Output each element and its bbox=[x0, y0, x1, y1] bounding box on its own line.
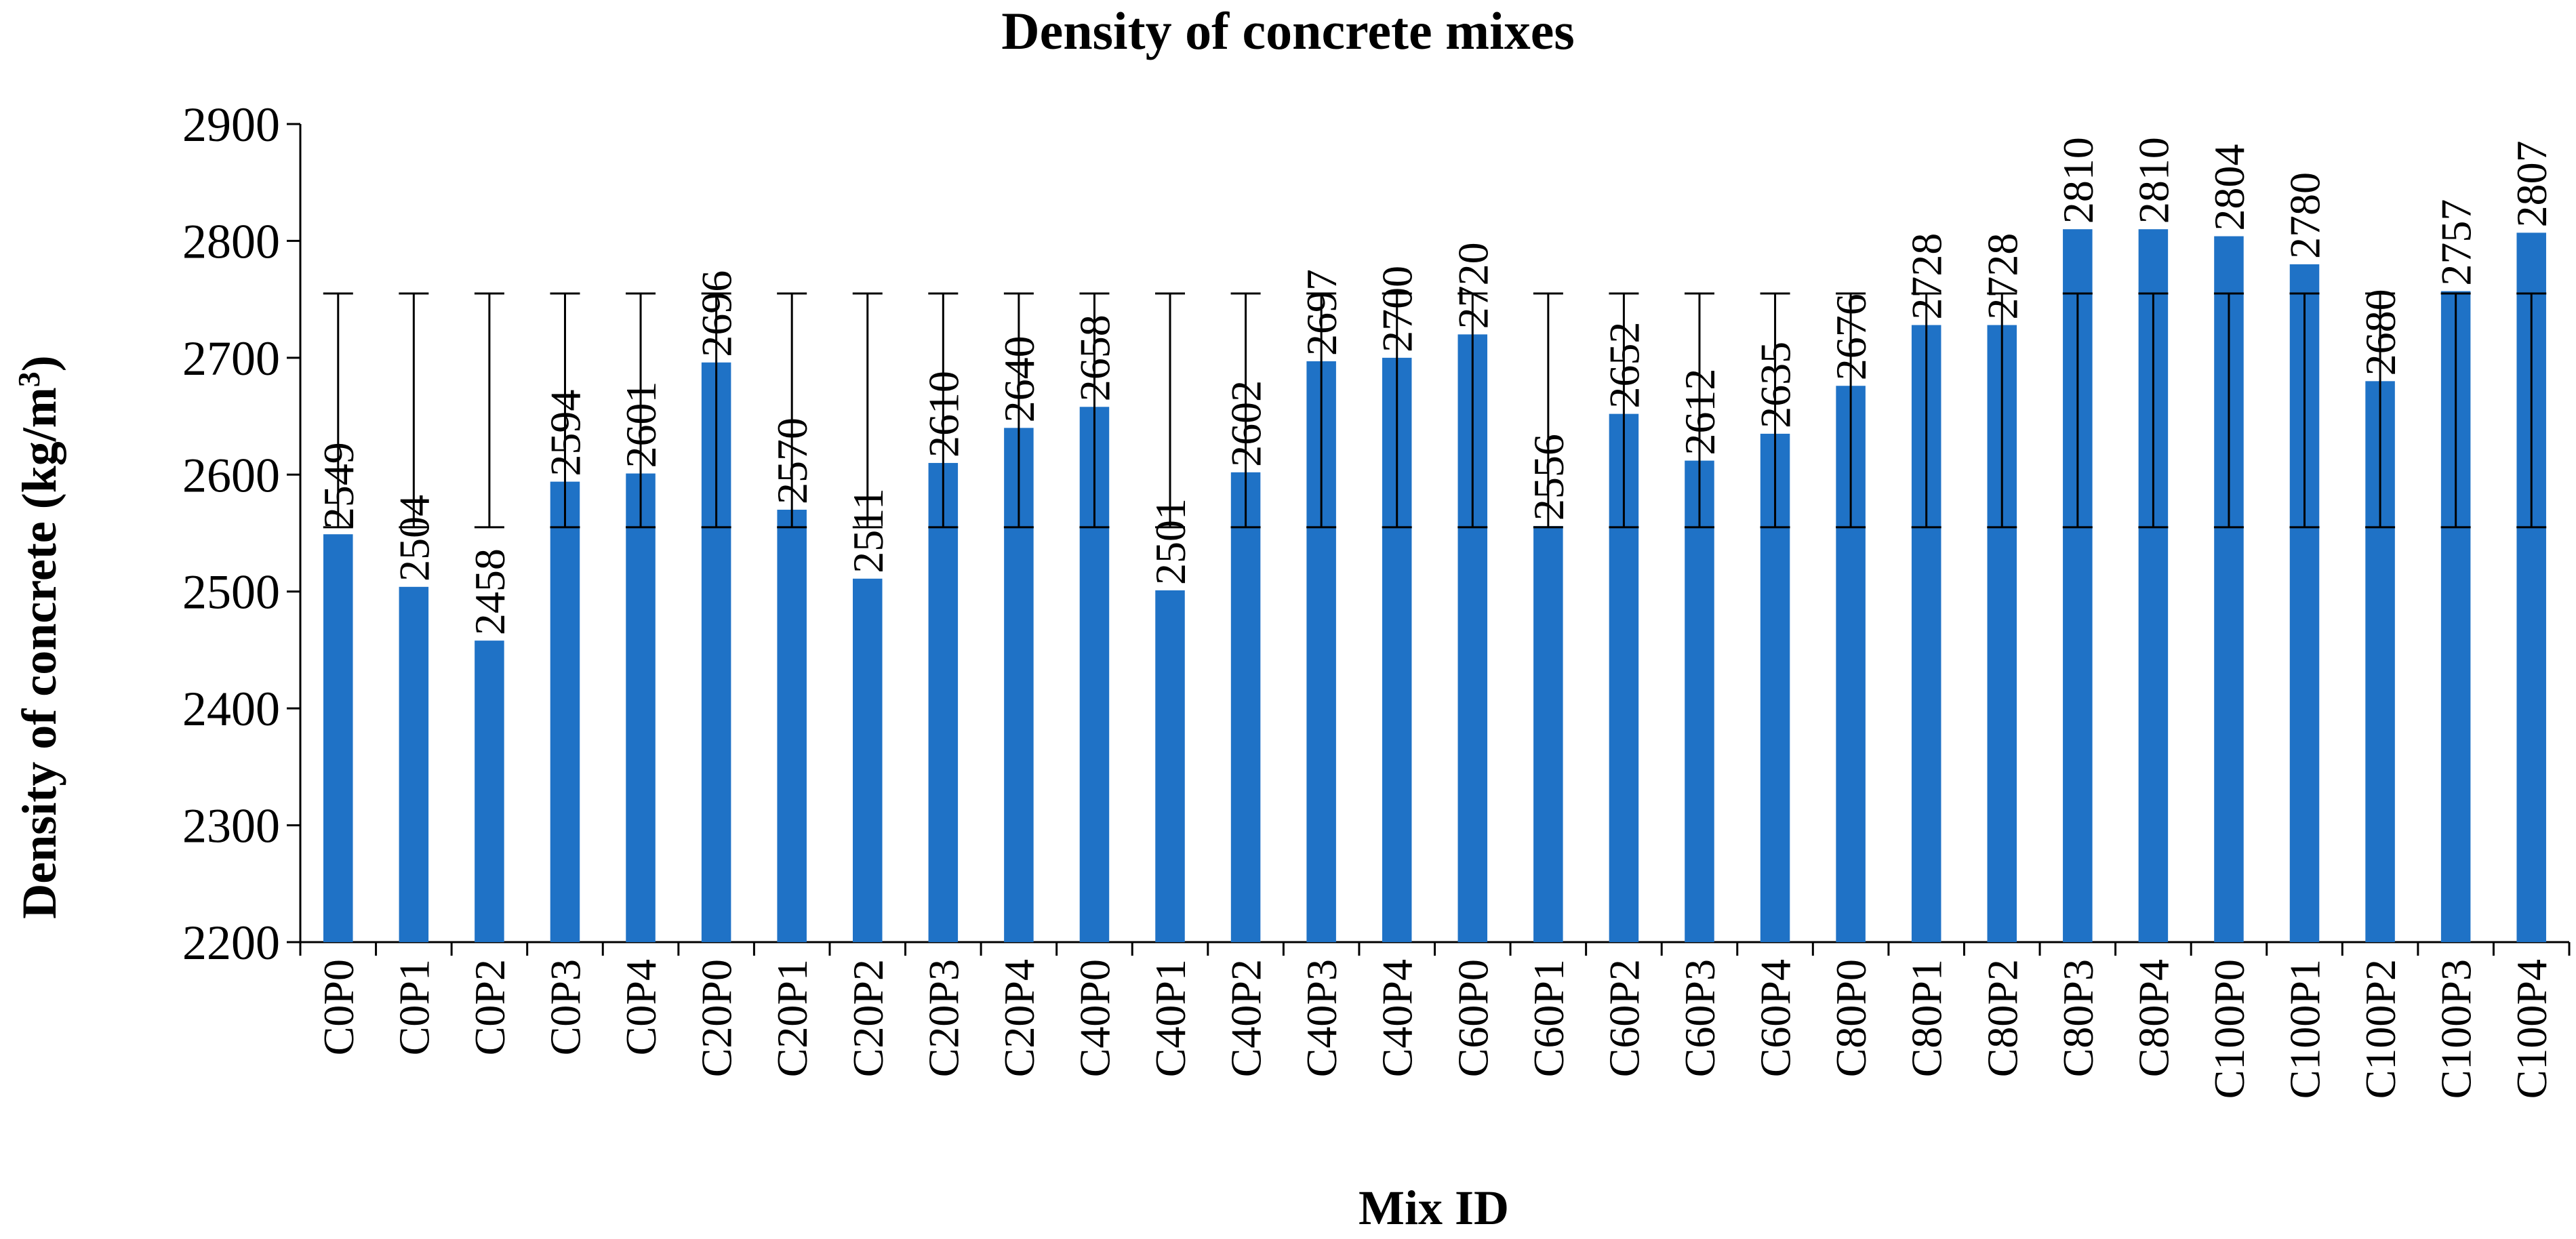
bar-c0p3 bbox=[550, 481, 580, 942]
y-axis-title-sup: 3 bbox=[12, 371, 46, 387]
bar-c0p4 bbox=[626, 473, 656, 942]
data-label: 2458 bbox=[466, 548, 514, 635]
bar-c60p3 bbox=[1685, 460, 1714, 942]
bar-c60p1 bbox=[1533, 526, 1563, 942]
y-tick-label: 2400 bbox=[182, 682, 280, 736]
category-label: C40P3 bbox=[1297, 959, 1346, 1077]
data-label: 2810 bbox=[2129, 137, 2177, 224]
data-label: 2504 bbox=[390, 495, 438, 582]
category-label: C100P1 bbox=[2281, 959, 2329, 1099]
data-label: 2612 bbox=[1676, 369, 1724, 455]
data-label: 2556 bbox=[1525, 434, 1573, 521]
x-axis-title: Mix ID bbox=[1359, 1181, 1509, 1235]
category-label: C100P0 bbox=[2205, 959, 2253, 1099]
chart-title: Density of concrete mixes bbox=[1001, 1, 1574, 60]
data-label: 2610 bbox=[919, 371, 967, 458]
data-label: 2804 bbox=[2205, 144, 2253, 231]
data-label: 2810 bbox=[2054, 137, 2102, 224]
category-label: C100P3 bbox=[2432, 959, 2480, 1099]
category-label: C60P1 bbox=[1525, 959, 1573, 1077]
category-label: C80P2 bbox=[1978, 959, 2026, 1077]
bar-c0p2 bbox=[475, 641, 504, 942]
category-label: C0P1 bbox=[390, 959, 438, 1055]
data-label: 2700 bbox=[1373, 266, 1422, 352]
category-label: C80P3 bbox=[2054, 959, 2102, 1077]
category-label: C0P2 bbox=[466, 959, 514, 1055]
category-label: C40P2 bbox=[1222, 959, 1270, 1077]
data-label: 2640 bbox=[995, 336, 1043, 422]
data-label: 2780 bbox=[2281, 172, 2329, 259]
category-label: C60P2 bbox=[1600, 959, 1648, 1077]
y-tick-label: 2900 bbox=[182, 98, 280, 152]
category-label: C20P1 bbox=[768, 959, 816, 1077]
data-label: 2652 bbox=[1600, 322, 1648, 409]
y-tick-label: 2600 bbox=[182, 448, 280, 502]
category-label: C60P3 bbox=[1676, 959, 1724, 1077]
bar-c20p3 bbox=[928, 463, 959, 942]
data-label: 2511 bbox=[844, 488, 892, 573]
category-label: C60P0 bbox=[1449, 959, 1497, 1077]
data-label: 2635 bbox=[1752, 342, 1800, 428]
bar-c40p1 bbox=[1155, 590, 1185, 942]
data-label: 2501 bbox=[1146, 498, 1194, 585]
data-label: 2697 bbox=[1297, 269, 1346, 356]
data-label: 2570 bbox=[768, 418, 816, 504]
y-tick-label: 2500 bbox=[182, 565, 280, 620]
data-label: 2728 bbox=[1978, 233, 2026, 320]
category-label: C40P4 bbox=[1373, 959, 1422, 1077]
category-label: C80P1 bbox=[1903, 959, 1951, 1077]
plot-area: 2200 2300 2400 2500 2600 2700 2800 2900 2549 C0P0… bbox=[182, 98, 2571, 1099]
category-label: C0P4 bbox=[617, 959, 665, 1055]
category-label: C20P2 bbox=[844, 959, 892, 1077]
category-label: C20P4 bbox=[995, 959, 1043, 1077]
data-label: 2720 bbox=[1449, 242, 1497, 329]
data-label: 2594 bbox=[541, 390, 589, 476]
category-label: C80P4 bbox=[2129, 959, 2177, 1077]
y-axis-title-main: Density of concrete (kg/m bbox=[12, 387, 66, 918]
data-label: 2601 bbox=[617, 382, 665, 468]
bar-c20p1 bbox=[777, 510, 807, 942]
category-label: C0P0 bbox=[315, 959, 363, 1055]
data-label: 2658 bbox=[1070, 314, 1119, 401]
bar-c0p0 bbox=[323, 534, 353, 942]
data-label: 2676 bbox=[1827, 293, 1875, 380]
data-label: 2757 bbox=[2432, 199, 2480, 286]
y-tick-label: 2700 bbox=[182, 331, 280, 386]
bar-c20p2 bbox=[852, 578, 883, 942]
y-axis-title-end: ) bbox=[12, 355, 66, 371]
category-label: C20P3 bbox=[919, 959, 967, 1077]
category-label: C80P0 bbox=[1827, 959, 1875, 1077]
data-label: 2807 bbox=[2508, 140, 2556, 227]
data-label: 2680 bbox=[2356, 289, 2404, 375]
category-label: C20P0 bbox=[693, 959, 741, 1077]
y-axis-title: Density of concrete (kg/m3) bbox=[12, 355, 66, 918]
data-label: 2549 bbox=[315, 442, 363, 529]
y-tick-label: 2800 bbox=[182, 214, 280, 268]
category-label: C40P0 bbox=[1070, 959, 1119, 1077]
y-tick-label: 2200 bbox=[182, 916, 280, 970]
category-label: C100P2 bbox=[2356, 959, 2404, 1099]
category-label: C40P1 bbox=[1146, 959, 1194, 1077]
data-label: 2696 bbox=[693, 270, 741, 357]
category-label: C0P3 bbox=[541, 959, 589, 1055]
bar-c40p2 bbox=[1230, 472, 1261, 942]
category-label: C100P4 bbox=[2508, 959, 2556, 1099]
y-tick-label: 2300 bbox=[182, 799, 280, 853]
bar-c0p1 bbox=[399, 586, 429, 942]
data-label: 2728 bbox=[1903, 233, 1951, 320]
category-label: C60P4 bbox=[1752, 959, 1800, 1077]
data-label: 2602 bbox=[1222, 380, 1270, 467]
